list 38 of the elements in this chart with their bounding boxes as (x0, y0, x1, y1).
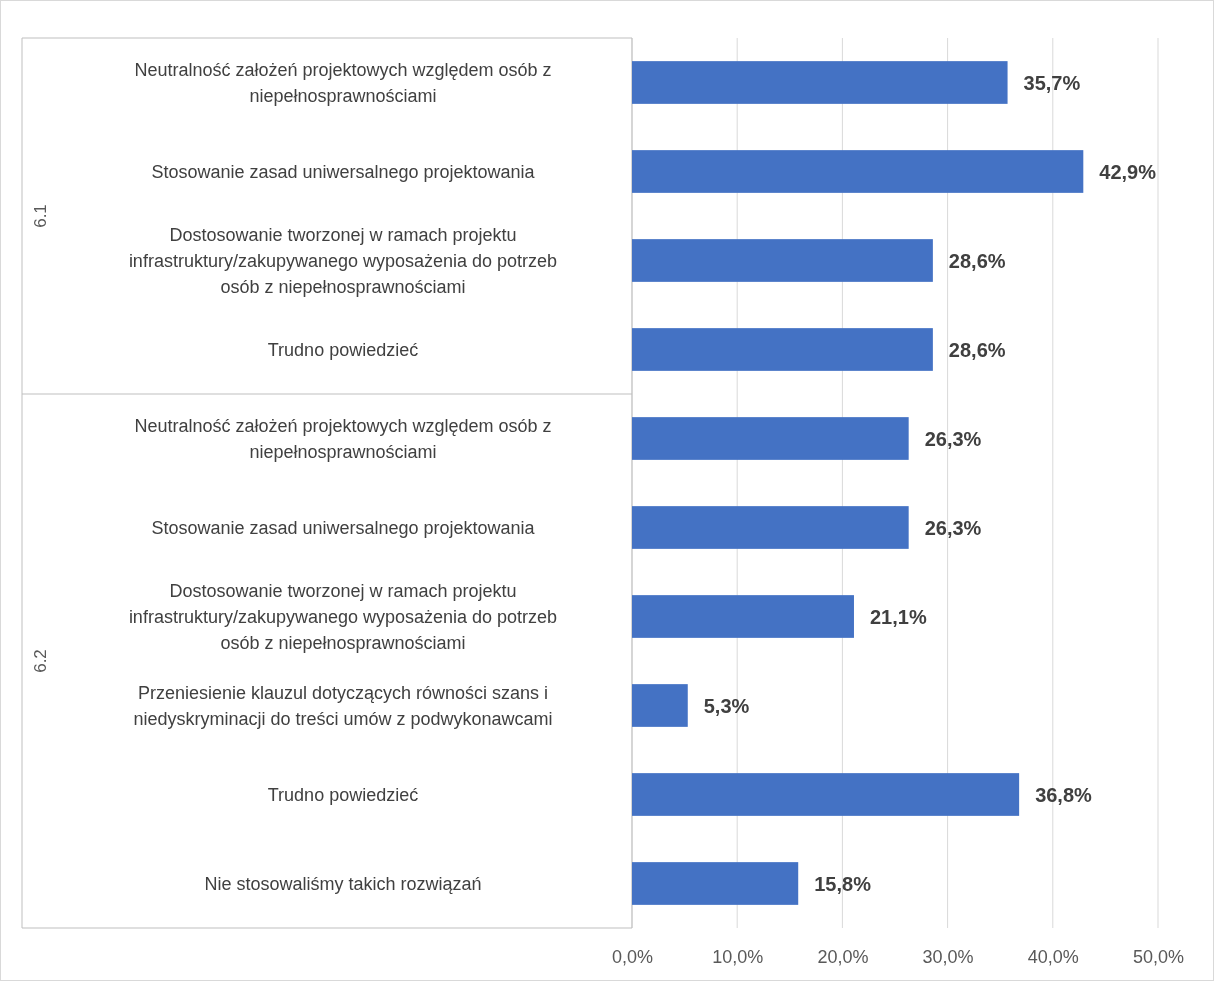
bar (632, 684, 688, 727)
y-tick-label: Dostosowanie tworzonej w ramach projektu infrastruktury/zakupywanego wyposażenia do potrzeb osób z niepełnosprawnościami (128, 224, 558, 297)
y-tick-label: Neutralność założeń projektowych względem osób z niepełnosprawnościami (134, 415, 552, 462)
x-tick-label: 20,0% (817, 946, 869, 967)
y-tick-label: Trudno powiedzieć (267, 339, 419, 360)
data-label: 26,3% (924, 427, 982, 450)
y-tick-label: Przeniesienie klauzul dotyczących równości szans i niedyskryminacji do treści umów z podwykonawcami (133, 682, 553, 729)
text: 6.1 (31, 204, 50, 228)
x-tick-label: 30,0% (922, 946, 974, 967)
data-label: 21,1% (869, 605, 927, 628)
y-tick-label: Stosowanie zasad uniwersalnego projektowania (151, 161, 536, 182)
data-label: 42,9% (1099, 160, 1157, 183)
y-tick-label: Stosowanie zasad uniwersalnego projektowania (151, 517, 536, 538)
y-tick-label: Nie stosowaliśmy takich rozwiązań (204, 873, 482, 894)
y-tick-label: Neutralność założeń projektowych względem osób z niepełnosprawnościami (134, 59, 552, 106)
bar (632, 506, 909, 549)
x-tick-label: 50,0% (1132, 946, 1185, 967)
y-tick-label: Trudno powiedzieć (267, 784, 419, 805)
data-label: 36,8% (1035, 783, 1093, 806)
data-label: 5,3% (703, 694, 750, 717)
data-label: 26,3% (924, 516, 982, 539)
x-tick-label: 40,0% (1027, 946, 1079, 967)
x-tick-label: 10,0% (712, 946, 764, 967)
bar (632, 595, 854, 638)
bar (632, 150, 1084, 193)
bar (632, 328, 933, 371)
y-tick-label: Dostosowanie tworzonej w ramach projektu infrastruktury/zakupywanego wyposażenia do potrzeb osób z niepełnosprawnościami (128, 580, 558, 653)
x-tick-label: 0,0% (611, 946, 654, 967)
bar (632, 239, 933, 282)
data-label: 28,6% (948, 249, 1006, 272)
data-label: 15,8% (814, 872, 872, 895)
data-label: 35,7% (1023, 71, 1081, 94)
data-label: 28,6% (948, 338, 1006, 361)
bar (632, 417, 909, 460)
bar (632, 862, 799, 905)
text: 6.2 (31, 649, 50, 673)
bar (632, 61, 1008, 104)
bar (632, 773, 1020, 816)
